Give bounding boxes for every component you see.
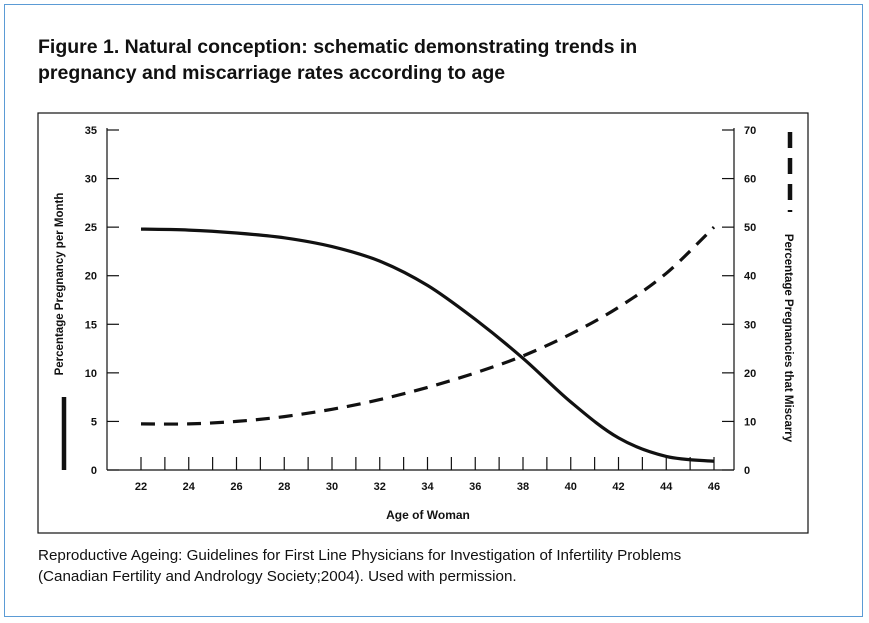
x-tick-label: 28 xyxy=(278,481,290,493)
left-y-axis-title: Percentage Pregnancy per Month xyxy=(54,193,66,376)
left-y-tick-label: 20 xyxy=(85,271,97,283)
figure-title: Figure 1. Natural conception: schematic … xyxy=(38,34,818,86)
left-y-tick-label: 25 xyxy=(85,222,97,234)
left-y-tick-label: 5 xyxy=(91,416,97,428)
x-tick-label: 34 xyxy=(421,481,434,493)
x-tick-label: 42 xyxy=(612,481,624,493)
left-y-tick-label: 0 xyxy=(91,465,97,477)
left-y-tick-label: 30 xyxy=(85,174,97,186)
right-y-axis-ticks: 0 10 20 30 40 50 60 70 xyxy=(722,125,756,477)
right-y-tick-label: 60 xyxy=(744,174,756,186)
figure-title-line-1: Figure 1. Natural conception: schematic … xyxy=(38,36,638,58)
x-tick-label: 36 xyxy=(469,481,481,493)
right-y-tick-label: 20 xyxy=(744,368,756,380)
figure-title-line-2: pregnancy and miscarriage rates accordin… xyxy=(38,62,506,84)
right-y-tick-label: 0 xyxy=(744,465,750,477)
right-y-tick-label: 40 xyxy=(744,271,756,283)
x-tick-label: 46 xyxy=(708,481,720,493)
right-y-tick-label: 70 xyxy=(744,125,756,137)
series-lines xyxy=(140,225,716,463)
right-y-tick-label: 10 xyxy=(744,416,756,428)
x-tick-label: 24 xyxy=(183,481,196,493)
x-tick-label: 30 xyxy=(326,481,338,493)
right-y-axis-title: Percentage Pregnancies that Miscarry xyxy=(782,234,794,443)
x-axis-title: Age of Woman xyxy=(386,508,470,522)
x-tick-label: 38 xyxy=(517,481,529,493)
left-y-tick-label: 10 xyxy=(85,368,97,380)
x-tick-label: 44 xyxy=(660,481,673,493)
right-y-tick-label: 30 xyxy=(744,319,756,331)
left-y-tick-label: 35 xyxy=(85,125,97,137)
pregnancy-rate-solid-line xyxy=(140,227,715,463)
x-axis-ticks: 22 24 26 28 30 32 34 36 38 40 42 44 46 xyxy=(135,457,720,493)
figure-caption-line-2: (Canadian Fertility and Andrology Societ… xyxy=(38,568,517,585)
right-y-tick-label: 50 xyxy=(744,222,756,234)
x-tick-label: 26 xyxy=(230,481,242,493)
plot-panel-border xyxy=(37,112,809,534)
miscarriage-rate-dashed-line xyxy=(140,225,716,426)
left-y-axis-ticks: 0 5 10 15 20 25 30 35 xyxy=(85,125,119,477)
left-y-tick-label: 15 xyxy=(85,319,97,331)
x-tick-label: 40 xyxy=(565,481,577,493)
x-tick-label: 22 xyxy=(135,481,147,493)
figure-caption: Reproductive Ageing: Guidelines for Firs… xyxy=(38,545,838,587)
figure-caption-line-1: Reproductive Ageing: Guidelines for Firs… xyxy=(38,547,682,564)
x-tick-label: 32 xyxy=(374,481,386,493)
